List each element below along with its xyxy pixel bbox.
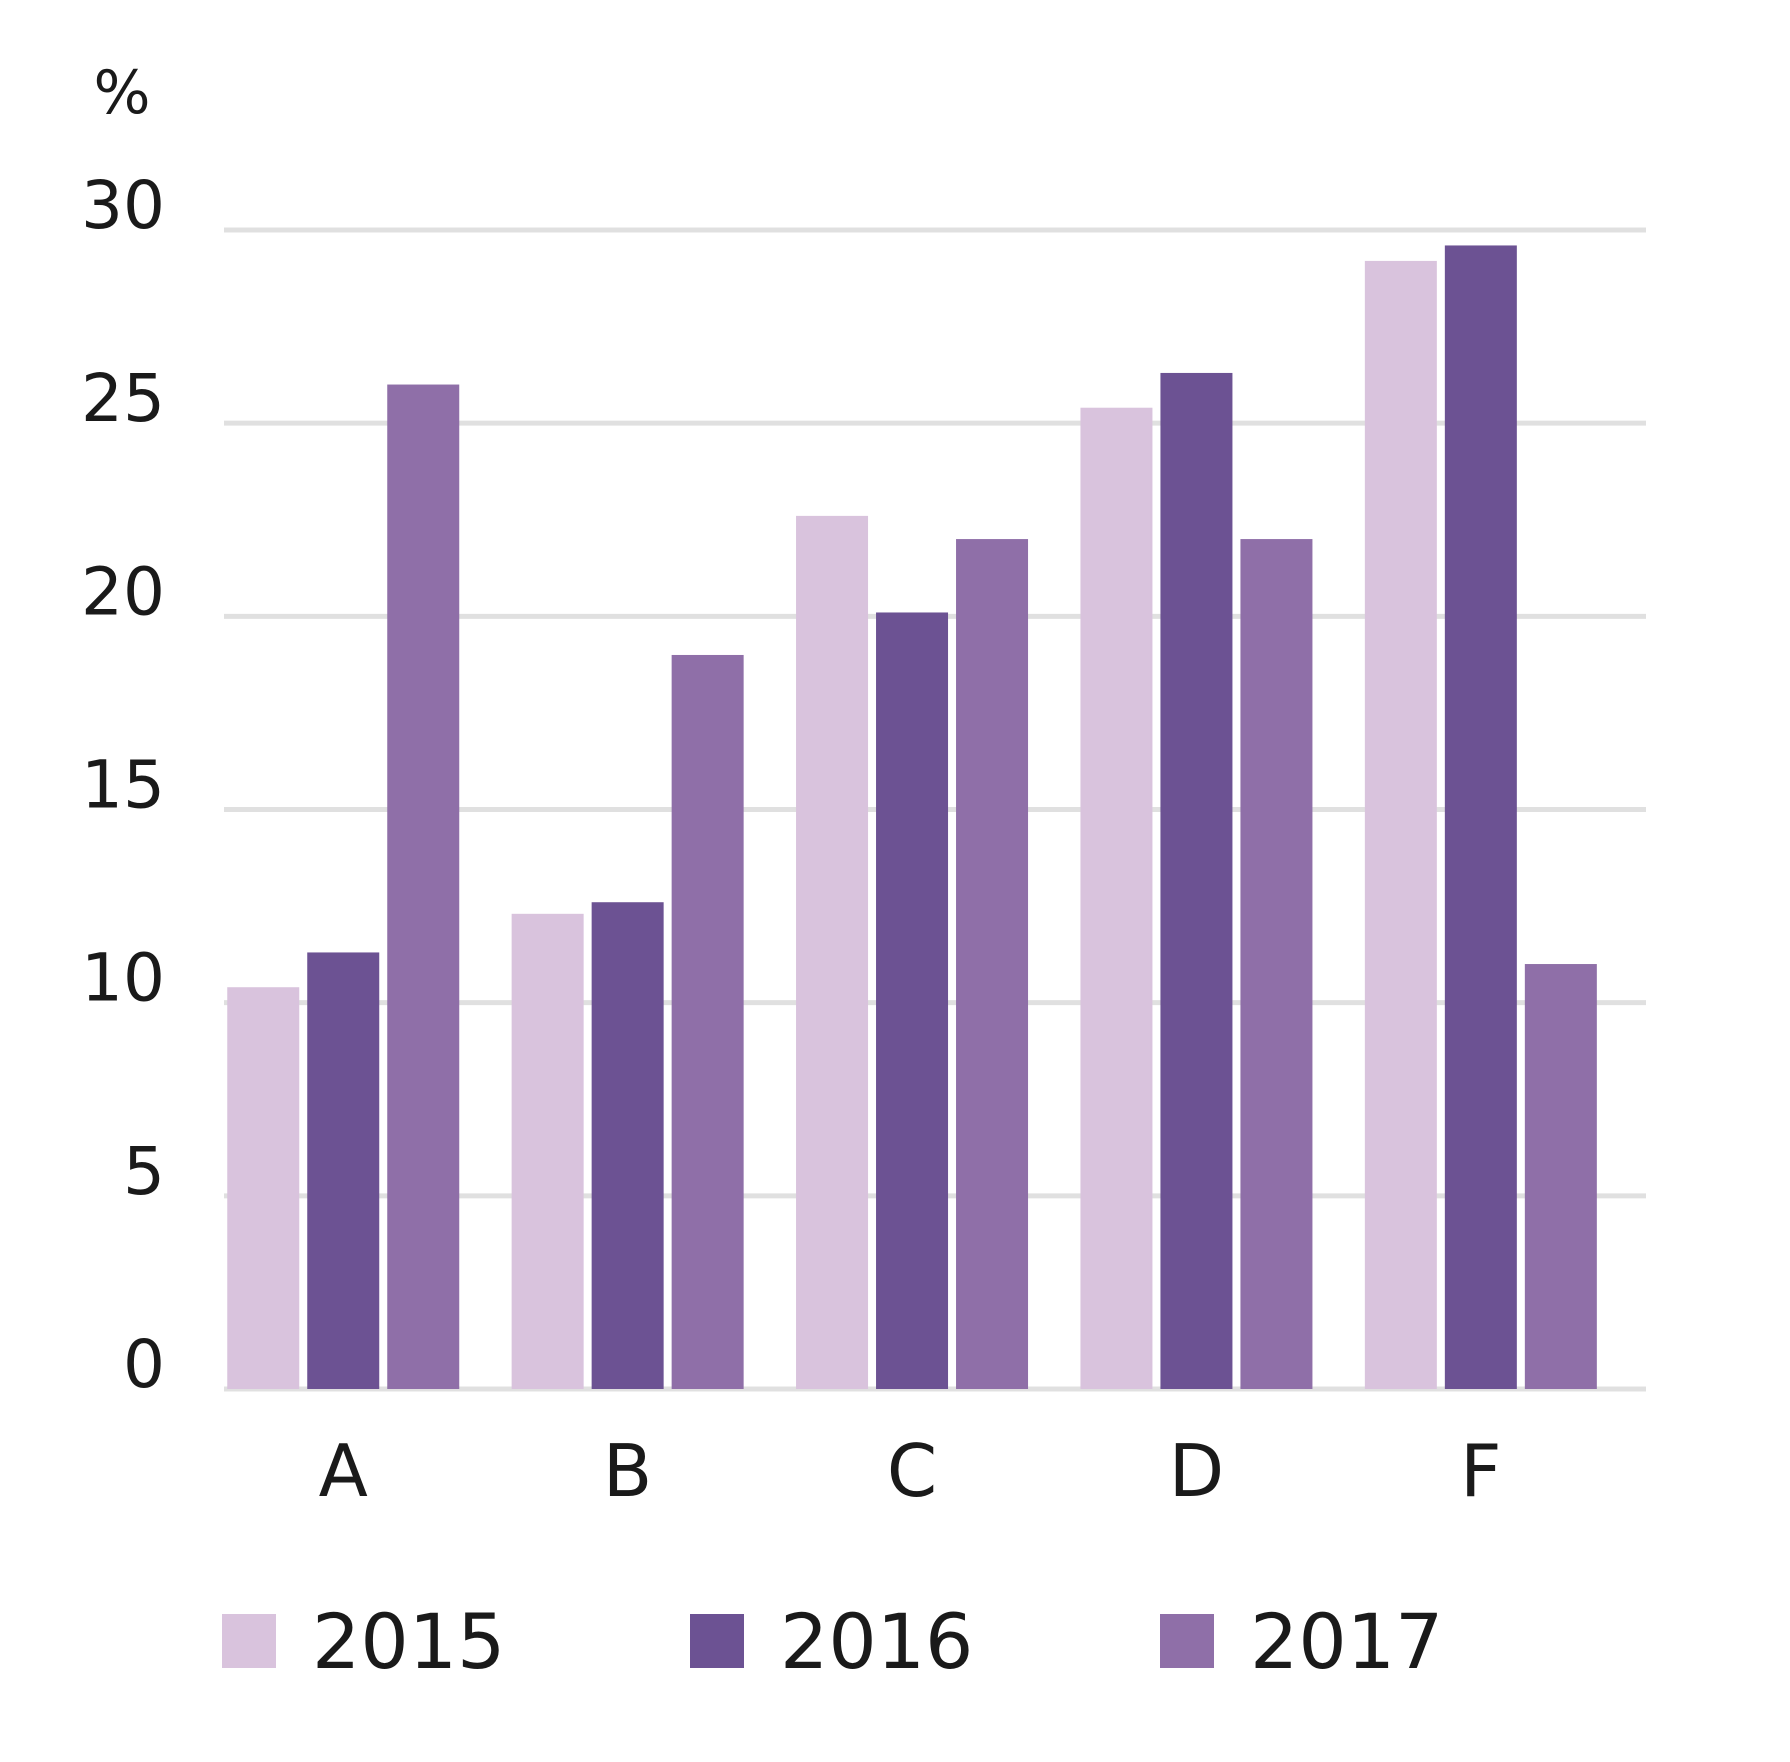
legend-label-2017: 2017 bbox=[1250, 1597, 1443, 1686]
y-tick-label: 20 bbox=[81, 553, 165, 630]
bars bbox=[227, 245, 1597, 1389]
bar-C-2016 bbox=[876, 612, 949, 1389]
legend-label-2015: 2015 bbox=[312, 1597, 505, 1686]
y-axis-ticks: 0 5 10 15 20 25 30 bbox=[81, 167, 165, 1403]
legend: 2015 2016 2017 bbox=[222, 1597, 1443, 1686]
x-category-label: A bbox=[319, 1429, 368, 1513]
legend-swatch-2016 bbox=[690, 1614, 744, 1668]
x-category-label: D bbox=[1169, 1429, 1224, 1513]
bar-F-2015 bbox=[1364, 260, 1437, 1389]
bar-A-2015 bbox=[227, 987, 300, 1389]
bar-C-2017 bbox=[956, 539, 1029, 1389]
bar-C-2015 bbox=[796, 515, 869, 1389]
bar-D-2015 bbox=[1080, 407, 1153, 1389]
y-tick-label: 10 bbox=[81, 940, 165, 1017]
bar-B-2016 bbox=[591, 902, 664, 1389]
legend-label-2016: 2016 bbox=[780, 1597, 973, 1686]
bar-D-2016 bbox=[1160, 372, 1233, 1389]
y-tick-label: 0 bbox=[123, 1326, 165, 1403]
legend-swatch-2017 bbox=[1160, 1614, 1214, 1668]
bar-A-2016 bbox=[307, 952, 380, 1389]
x-category-label: B bbox=[603, 1429, 652, 1513]
x-category-label: C bbox=[887, 1429, 937, 1513]
bar-F-2017 bbox=[1524, 964, 1597, 1389]
y-tick-label: 25 bbox=[81, 360, 165, 437]
bar-A-2017 bbox=[387, 384, 460, 1389]
bar-B-2017 bbox=[671, 654, 744, 1389]
y-axis-unit-label: % bbox=[93, 58, 150, 128]
y-tick-label: 15 bbox=[81, 747, 165, 824]
y-tick-label: 30 bbox=[81, 167, 165, 244]
y-tick-label: 5 bbox=[123, 1133, 165, 1210]
bar-D-2017 bbox=[1240, 539, 1313, 1389]
legend-swatch-2015 bbox=[222, 1614, 276, 1668]
x-category-label: F bbox=[1460, 1429, 1501, 1513]
bar-B-2015 bbox=[511, 913, 584, 1389]
bar-F-2016 bbox=[1444, 245, 1517, 1389]
